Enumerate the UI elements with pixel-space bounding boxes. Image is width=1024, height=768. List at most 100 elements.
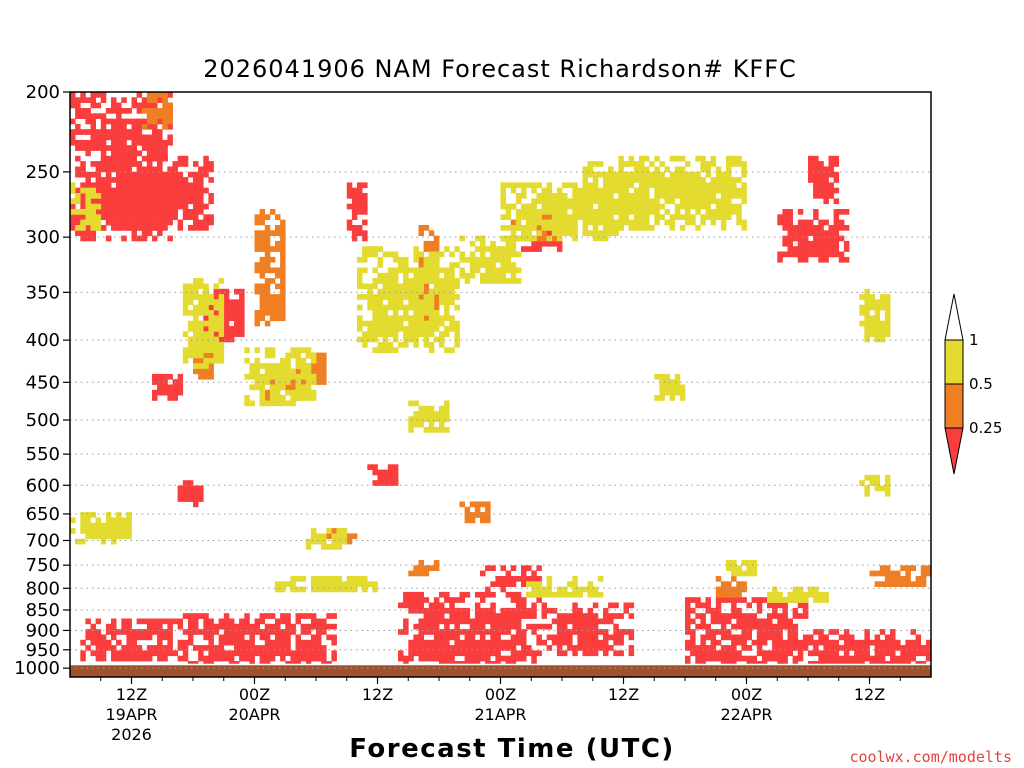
ri-cell <box>126 187 132 194</box>
ri-cell <box>239 304 245 311</box>
ri-cell <box>208 357 214 364</box>
y-axis: 2002503003504004505005506006507007508008… <box>14 82 70 679</box>
credit-text[interactable]: coolwx.com/modelts <box>849 748 1012 766</box>
ri-cell <box>208 198 214 205</box>
ri-cell <box>439 336 445 343</box>
ri-cell <box>259 389 266 396</box>
ri-cell <box>310 373 317 380</box>
ri-cell <box>736 586 742 593</box>
ri-cell <box>152 379 158 385</box>
ri-cell <box>608 177 614 183</box>
ri-cell <box>469 251 476 258</box>
ri-cell <box>433 597 440 603</box>
ri-cell <box>310 389 317 396</box>
ri-cell <box>182 650 189 657</box>
ri-cell <box>418 267 424 274</box>
ri-cell <box>157 113 163 119</box>
ri-cell <box>85 522 91 529</box>
ri-cell <box>367 288 373 295</box>
ri-cell <box>177 623 184 630</box>
ri-cell <box>121 108 127 114</box>
ri-cell <box>177 219 184 226</box>
ri-cell <box>587 623 594 630</box>
ri-cell <box>141 182 148 189</box>
ri-cell <box>75 145 81 151</box>
ri-cell <box>382 331 389 337</box>
ri-cell <box>111 139 117 146</box>
ri-cell <box>700 634 706 641</box>
ri-cell <box>813 629 819 635</box>
ri-cell <box>674 379 681 385</box>
ri-cell <box>85 97 91 103</box>
ri-cell <box>428 272 435 279</box>
ri-cell <box>587 230 594 236</box>
ri-cell <box>152 171 158 178</box>
ri-cell <box>300 613 307 619</box>
ri-cell <box>100 209 107 215</box>
ri-cell <box>167 92 173 98</box>
ri-cell <box>182 310 189 316</box>
y-tick-label: 550 <box>26 444 60 465</box>
ri-cell <box>264 299 271 306</box>
ri-cell <box>751 613 758 619</box>
ri-cell <box>515 193 522 199</box>
ri-cell <box>95 225 102 231</box>
ri-cell <box>413 565 419 571</box>
ri-cell <box>136 655 143 662</box>
ri-cell <box>859 655 865 662</box>
ri-cell <box>428 315 435 322</box>
ri-cell <box>136 203 143 210</box>
ri-cell <box>126 150 132 157</box>
ri-cell <box>70 214 76 220</box>
ri-cell <box>510 225 517 231</box>
region <box>305 528 348 550</box>
ri-cell <box>521 193 527 199</box>
ri-cell <box>597 193 604 199</box>
ri-cell <box>80 225 86 231</box>
ri-cell <box>633 198 640 205</box>
ri-cell <box>85 182 91 189</box>
ri-cell <box>223 326 230 332</box>
ri-cell <box>264 304 271 311</box>
ri-cell <box>500 214 506 220</box>
ri-cell <box>418 288 424 295</box>
ri-cell <box>541 209 547 215</box>
ri-cell <box>141 198 148 205</box>
ri-cell <box>100 150 107 157</box>
ri-cell <box>500 267 506 274</box>
ri-cell <box>413 283 419 290</box>
ri-cell <box>413 278 419 284</box>
ri-cell <box>474 506 481 513</box>
ri-cell <box>182 629 189 635</box>
region <box>715 576 747 598</box>
ri-cell <box>275 267 281 274</box>
ri-cell <box>85 219 91 226</box>
ri-cell <box>433 240 440 247</box>
ri-cell <box>777 613 783 619</box>
ri-cell <box>828 161 834 167</box>
ri-cell <box>474 246 481 252</box>
ri-cell <box>813 240 819 247</box>
ri-cell <box>372 480 378 486</box>
ri-cell <box>116 108 122 114</box>
ri-cell <box>162 209 168 215</box>
ri-cell <box>439 629 445 635</box>
ri-cell <box>459 501 465 508</box>
ri-cell <box>131 123 137 130</box>
ri-cell <box>433 235 440 242</box>
ri-cell <box>95 645 102 651</box>
ri-cell <box>454 629 460 635</box>
ri-cell <box>772 639 778 646</box>
ri-cell <box>884 294 891 300</box>
ri-cell <box>105 209 112 215</box>
ri-cell <box>474 618 481 625</box>
ri-cell <box>562 634 568 641</box>
ri-cell <box>741 570 747 577</box>
ri-cell <box>213 315 219 322</box>
ri-cell <box>731 650 737 657</box>
ri-cell <box>182 214 189 220</box>
ri-cell <box>331 581 337 587</box>
ri-cell <box>193 496 199 502</box>
ri-cell <box>90 235 96 242</box>
ri-cell <box>864 645 870 651</box>
